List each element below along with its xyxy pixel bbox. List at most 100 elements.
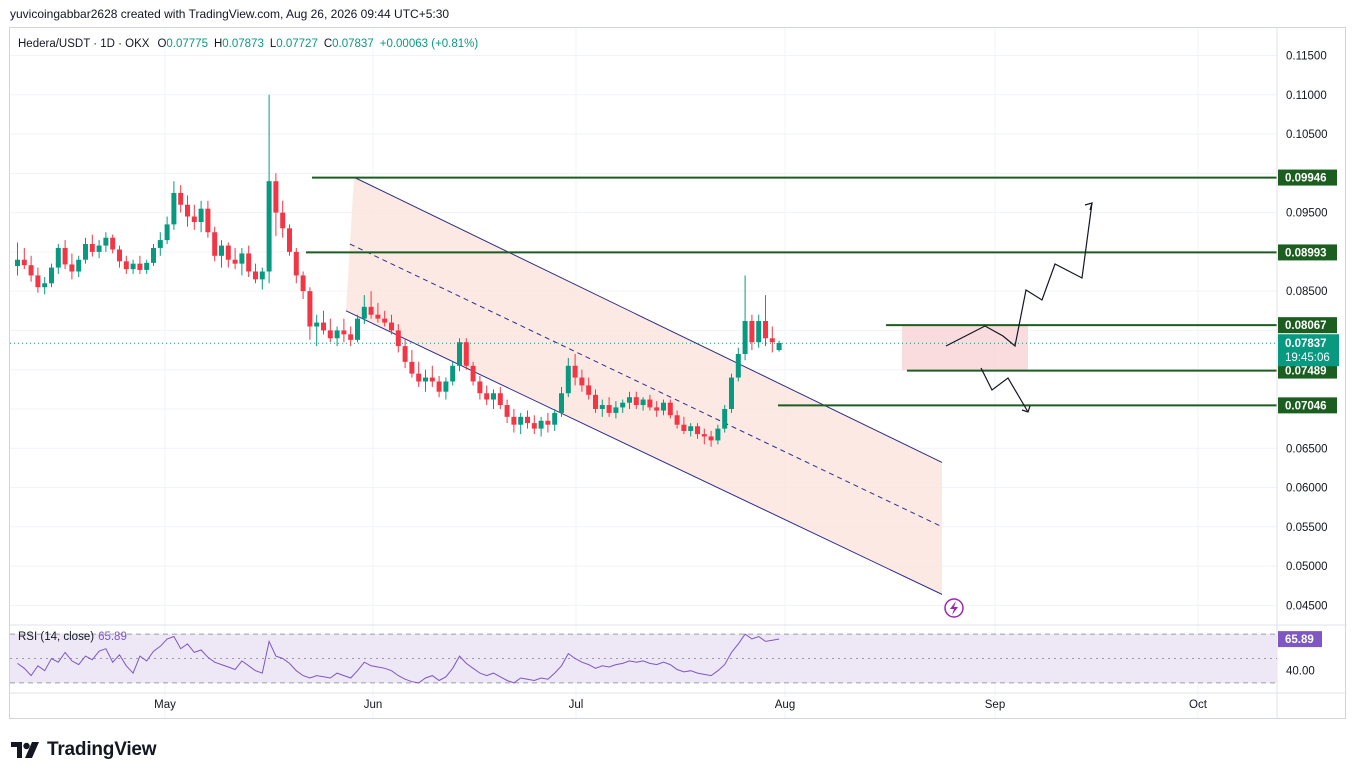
candle-body-105 (729, 377, 734, 409)
candle-body-24 (178, 192, 184, 205)
candle-body-50 (355, 318, 360, 340)
candle-body-110 (763, 321, 768, 339)
chart-frame[interactable]: Hedera/USDT · 1D · OKX O0.07775 H0.07873 L0… (9, 27, 1347, 720)
candle-body-5 (49, 267, 54, 284)
legend-h: 0.07873 (222, 38, 264, 50)
time-axis-label: Oct (1189, 699, 1208, 711)
candle-body-14 (110, 237, 116, 250)
candle-body-74 (518, 416, 524, 425)
level-tag-label: 0.07489 (1285, 366, 1327, 378)
rsi-tick-label: 40.00 (1286, 666, 1315, 678)
candle-body-41 (293, 251, 299, 276)
rsi-legend: RSI (14, close) 65.89 (18, 631, 127, 643)
last-price-countdown: 19:45:06 (1285, 352, 1330, 364)
candle-body-61 (429, 377, 435, 382)
candle-body-87 (606, 405, 612, 413)
candle-body-103 (715, 428, 721, 441)
tradingview-logo-text: TradingView (47, 739, 157, 760)
candle-body-67 (470, 365, 476, 382)
rsi-line (17, 633, 780, 684)
price-tick-label: 0.04500 (1286, 600, 1328, 612)
candle-body-99 (688, 426, 694, 431)
candle-body-59 (416, 373, 422, 382)
candle-body-101 (701, 434, 707, 437)
candle-body-83 (579, 377, 585, 386)
candle-body-7 (62, 247, 68, 265)
candlestick-chart[interactable]: Hedera/USDT · 1D · OKX O0.07775 H0.07873 L0… (10, 28, 1347, 720)
level-tag-4 (1278, 397, 1337, 414)
legend-o-label: O (157, 38, 166, 50)
legend-change: +0.00063 (+0.81%) (380, 38, 479, 50)
candle-body-76 (531, 423, 537, 429)
candle-body-25 (185, 204, 190, 217)
candle-body-65 (457, 342, 462, 366)
candle-body-43 (307, 291, 313, 327)
lightning-icon-glyph (950, 601, 958, 615)
time-axis-label: May (154, 699, 176, 711)
candle-body-108 (749, 321, 755, 343)
candle-body-75 (525, 416, 530, 424)
candle-body-2 (28, 265, 34, 276)
candle-body-57 (402, 346, 408, 362)
candle-body-20 (151, 247, 156, 263)
candle-body-6 (55, 247, 61, 268)
candle-body-36 (259, 271, 265, 280)
symbol-legend: Hedera/USDT · 1D · OKX O0.07775 H0.07873 L0… (18, 38, 478, 50)
price-tick-label: 0.06500 (1286, 443, 1328, 455)
candle-body-33 (239, 253, 245, 264)
candle-body-63 (443, 381, 449, 392)
time-axis-label: Jul (569, 699, 584, 711)
candle-body-86 (599, 405, 605, 409)
candle-body-42 (300, 275, 306, 292)
level-tag-label: 0.09946 (1285, 173, 1327, 185)
candle-body-106 (735, 353, 741, 378)
candle-body-95 (661, 402, 666, 411)
rsi-band (10, 634, 1277, 683)
candle-body-84 (586, 385, 592, 395)
tradingview-logo[interactable]: TradingView (11, 738, 157, 762)
price-tick-label: 0.06000 (1286, 483, 1328, 495)
candle-body-13 (103, 237, 109, 246)
candle-body-52 (368, 306, 374, 315)
candle-body-96 (667, 402, 673, 416)
candle-body-19 (144, 262, 150, 270)
candle-body-22 (164, 224, 170, 241)
candle-body-92 (640, 399, 646, 406)
candle-body-97 (674, 415, 680, 425)
candle-body-39 (280, 212, 286, 229)
candle-body-71 (497, 393, 503, 406)
candle-body-54 (382, 318, 388, 323)
legend-h-label: H (214, 38, 222, 50)
price-tick-label: 0.10500 (1286, 129, 1328, 141)
candle-body-89 (620, 402, 626, 408)
projection-down-arrowhead (1021, 405, 1031, 413)
channel-fill (346, 177, 942, 595)
time-axis-label: Sep (985, 699, 1005, 711)
candle-body-26 (191, 216, 197, 223)
candle-body-32 (232, 259, 238, 264)
channel-mid-line (349, 243, 943, 528)
level-tag-2 (1278, 317, 1337, 334)
candle-body-35 (253, 271, 258, 280)
candle-body-46 (327, 330, 333, 339)
price-tick-label: 0.08500 (1286, 286, 1328, 298)
candle-body-78 (545, 420, 551, 425)
candle-body-8 (69, 264, 75, 272)
candle-body-3 (35, 275, 41, 288)
candle-body-73 (511, 416, 517, 425)
candle-body-81 (565, 365, 571, 394)
candle-body-72 (504, 405, 510, 417)
rsi-value-tag-label: 65.89 (1285, 634, 1314, 646)
projection-down-path (980, 367, 1029, 413)
candle-body-28 (205, 208, 211, 233)
candle-body-1 (21, 259, 27, 266)
candle-body-9 (76, 259, 82, 272)
last-price-label: 0.07837 (1285, 338, 1327, 350)
rsi-legend-value: 65.89 (98, 631, 127, 643)
candle-body-80 (559, 393, 564, 413)
legend-l: 0.07727 (276, 38, 318, 50)
candle-body-0 (15, 259, 20, 267)
candle-body-30 (219, 245, 224, 256)
candle-body-82 (572, 365, 578, 378)
candle-body-29 (212, 232, 218, 256)
